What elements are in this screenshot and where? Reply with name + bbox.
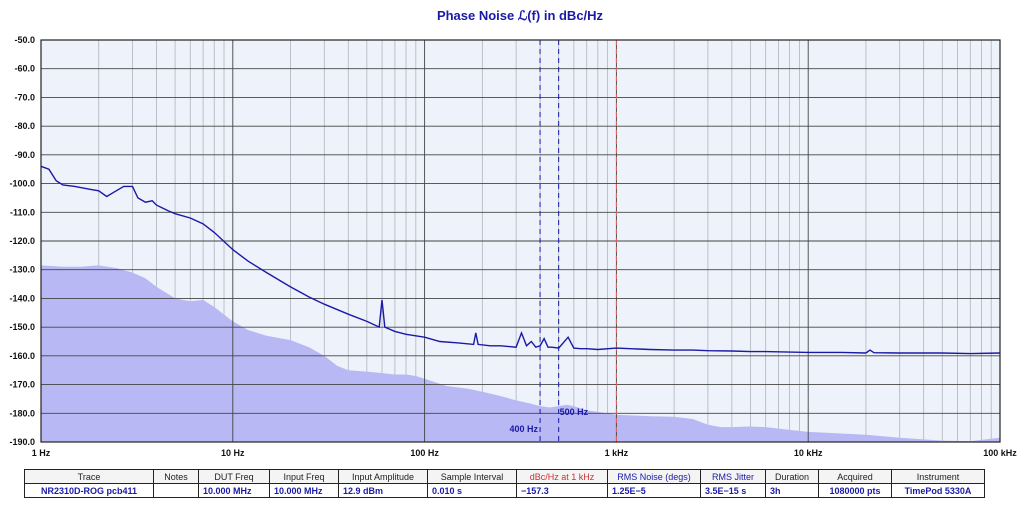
y-tick-label: -110.0	[10, 207, 35, 217]
x-tick-label: 1 Hz	[32, 448, 51, 458]
x-tick-label: 100 Hz	[410, 448, 439, 458]
plot-border	[40, 39, 1001, 443]
cell-notes	[153, 483, 199, 498]
marker-label: 400 Hz	[510, 424, 539, 434]
cell-dbc-at-1khz: −157.3	[516, 483, 608, 498]
cell-duration: 3h	[765, 483, 819, 498]
phase-noise-trace	[40, 165, 1001, 355]
cell-sample-interval: 0.010 s	[427, 483, 517, 498]
table-header-row: Trace Notes DUT Freq Input Freq Input Am…	[24, 469, 985, 484]
y-tick-label: -170.0	[9, 380, 35, 390]
table-row: NR2310D-ROG pcb411 10.000 MHz 10.000 MHz…	[24, 483, 985, 498]
header-input-amplitude: Input Amplitude	[338, 469, 428, 484]
x-tick-label: 1 kHz	[605, 448, 629, 458]
header-duration: Duration	[765, 469, 819, 484]
cell-rms-jitter: 3.5E−15 s	[700, 483, 766, 498]
y-axis-ticks: -50.0 -60.0 -70.0 -80.0 -90.0 -100.0 -110.0 -12…	[9, 35, 35, 447]
cell-acquired: 1080000 pts	[818, 483, 892, 498]
chart-title: Phase Noise ℒ(f) in dBc/Hz	[436, 8, 604, 23]
frequency-markers: 400 Hz 500 Hz	[510, 40, 617, 442]
x-tick-label: 100 kHz	[983, 448, 1017, 458]
y-tick-label: -100.0	[9, 179, 35, 189]
y-tick-label: -60.0	[14, 64, 35, 74]
x-tick-label: 10 Hz	[221, 448, 245, 458]
cell-rms-noise: 1.25E−5	[607, 483, 701, 498]
y-tick-label: -90.0	[14, 150, 35, 160]
x-axis-ticks: 1 Hz 10 Hz 100 Hz 1 kHz 10 kHz 100 kHz	[32, 448, 1018, 458]
header-input-freq: Input Freq	[269, 469, 339, 484]
header-dbc-at-1khz: dBc/Hz at 1 kHz	[516, 469, 608, 484]
phase-noise-chart: 400 Hz 500 Hz -50.0 -60.0 -70.0 -80.0 -90.0 -1…	[9, 35, 1018, 458]
marker-label: 500 Hz	[560, 407, 589, 417]
header-trace: Trace	[24, 469, 154, 484]
header-instrument: Instrument	[891, 469, 985, 484]
cell-dut-freq: 10.000 MHz	[198, 483, 270, 498]
cell-instrument: TimePod 5330A	[891, 483, 985, 498]
header-acquired: Acquired	[818, 469, 892, 484]
y-tick-label: -140.0	[9, 293, 35, 303]
header-rms-noise: RMS Noise (degs)	[607, 469, 701, 484]
header-sample-interval: Sample Interval	[427, 469, 517, 484]
header-notes: Notes	[153, 469, 199, 484]
measurement-summary-table: Trace Notes DUT Freq Input Freq Input Am…	[24, 469, 985, 498]
header-dut-freq: DUT Freq	[198, 469, 270, 484]
cell-input-amplitude: 12.9 dBm	[338, 483, 428, 498]
y-tick-label: -50.0	[14, 35, 35, 45]
y-tick-label: -150.0	[9, 322, 35, 332]
y-tick-label: -70.0	[14, 92, 35, 102]
cell-trace: NR2310D-ROG pcb411	[24, 483, 154, 498]
header-rms-jitter: RMS Jitter	[700, 469, 766, 484]
noise-floor-area	[41, 265, 1000, 442]
y-tick-label: -160.0	[9, 351, 35, 361]
y-tick-label: -120.0	[9, 236, 35, 246]
y-tick-label: -190.0	[9, 437, 35, 447]
y-tick-label: -80.0	[14, 121, 35, 131]
y-tick-label: -180.0	[9, 408, 35, 418]
cell-input-freq: 10.000 MHz	[269, 483, 339, 498]
y-tick-label: -130.0	[9, 265, 35, 275]
x-tick-label: 10 kHz	[794, 448, 823, 458]
